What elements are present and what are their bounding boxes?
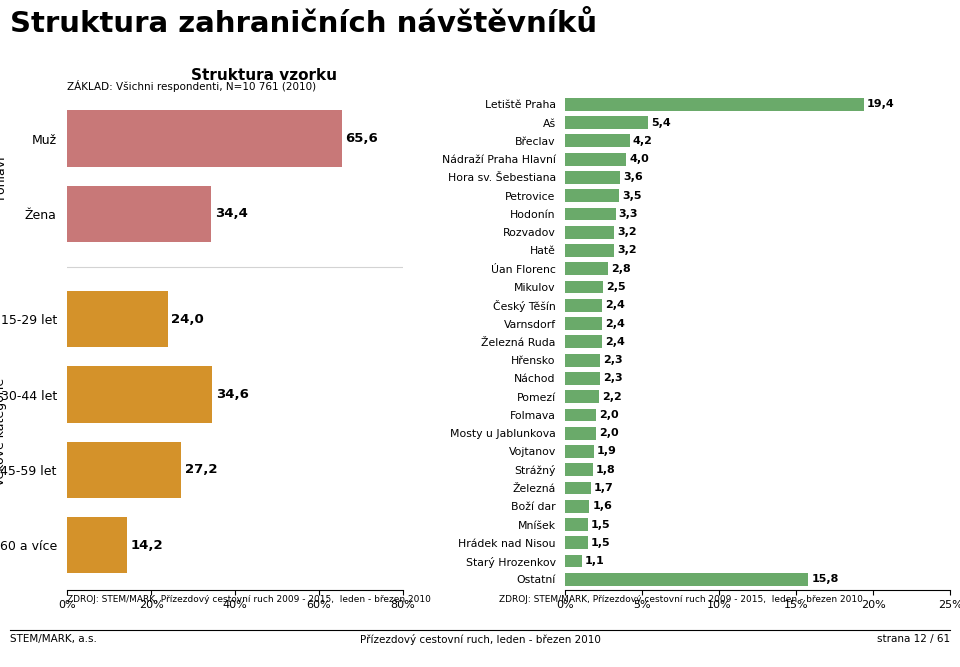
Bar: [564, 445, 594, 458]
Bar: [67, 366, 212, 423]
Bar: [564, 464, 592, 476]
Text: 4,0: 4,0: [630, 154, 649, 164]
Text: 1,7: 1,7: [594, 483, 613, 493]
Text: 1,8: 1,8: [595, 465, 615, 475]
Text: 3,2: 3,2: [617, 245, 636, 255]
Text: 34,4: 34,4: [215, 207, 248, 220]
Text: ZÁKLAD: Všichni respondenti, N=10 761 (2010): ZÁKLAD: Všichni respondenti, N=10 761 (2…: [67, 80, 317, 92]
Text: 2,0: 2,0: [599, 410, 618, 420]
Bar: [67, 517, 127, 574]
Text: 15,8: 15,8: [811, 574, 839, 584]
Bar: [564, 427, 595, 440]
Text: 3,2: 3,2: [617, 227, 636, 237]
Bar: [67, 442, 181, 498]
Text: Přízezdový cestovní ruch, leden - březen 2010: Přízezdový cestovní ruch, leden - březen…: [360, 634, 600, 644]
Text: 3,3: 3,3: [619, 209, 638, 219]
Bar: [67, 291, 168, 348]
Bar: [564, 408, 595, 422]
Bar: [564, 354, 600, 366]
Bar: [564, 500, 589, 513]
Text: ZDROJ: STEM/MARK, Přízezdový cestovní ruch 2009 - 2015,  leden - březen 2010: ZDROJ: STEM/MARK, Přízezdový cestovní ru…: [67, 595, 431, 604]
Bar: [564, 226, 614, 239]
Text: strana 12 / 61: strana 12 / 61: [877, 634, 950, 644]
Text: 1,5: 1,5: [591, 538, 611, 548]
Text: 1,9: 1,9: [597, 446, 617, 456]
Text: 27,2: 27,2: [184, 464, 217, 476]
Text: Pohlaví: Pohlaví: [0, 154, 7, 199]
Text: 4,2: 4,2: [633, 136, 653, 146]
Bar: [564, 372, 600, 385]
Bar: [564, 281, 603, 293]
Bar: [564, 555, 582, 568]
Bar: [564, 482, 591, 494]
Bar: [564, 390, 599, 403]
Text: 1,6: 1,6: [592, 502, 612, 512]
Text: 34,6: 34,6: [216, 388, 249, 401]
Text: 24,0: 24,0: [171, 313, 204, 325]
Bar: [564, 536, 588, 549]
Bar: [564, 189, 619, 202]
Text: 2,2: 2,2: [602, 392, 621, 402]
Text: 3,5: 3,5: [622, 191, 641, 201]
Bar: [564, 573, 808, 586]
Text: 1,1: 1,1: [585, 556, 605, 566]
Text: 65,6: 65,6: [346, 132, 378, 145]
Bar: [67, 110, 342, 167]
Text: Věkové kategorie: Věkové kategorie: [0, 378, 7, 486]
Bar: [564, 98, 864, 111]
Text: 2,3: 2,3: [603, 355, 623, 365]
Bar: [564, 244, 614, 257]
Text: 19,4: 19,4: [867, 99, 895, 109]
Text: 3,6: 3,6: [623, 172, 643, 182]
Bar: [564, 317, 602, 330]
Text: 2,0: 2,0: [599, 428, 618, 438]
Bar: [564, 153, 627, 165]
Text: Struktura zahraničních návštěvníků: Struktura zahraničních návštěvníků: [10, 10, 597, 38]
Text: 2,5: 2,5: [607, 282, 626, 292]
Bar: [67, 185, 211, 242]
Text: 2,4: 2,4: [605, 319, 625, 329]
Text: 5,4: 5,4: [651, 117, 671, 127]
Bar: [564, 336, 602, 348]
Bar: [564, 116, 648, 129]
Text: 14,2: 14,2: [130, 539, 162, 552]
Text: 2,4: 2,4: [605, 337, 625, 347]
Text: 2,3: 2,3: [603, 374, 623, 384]
Text: STEM/MARK, a.s.: STEM/MARK, a.s.: [10, 634, 96, 644]
Text: ZDROJ: STEM/MARK, Přízezdový cestovní ruch 2009 - 2015,  leden - březen 2010: ZDROJ: STEM/MARK, Přízezdový cestovní ru…: [499, 595, 863, 604]
Text: 1,5: 1,5: [591, 520, 611, 530]
Bar: [564, 262, 608, 275]
Text: 2,8: 2,8: [611, 263, 631, 273]
Bar: [564, 518, 588, 531]
Bar: [564, 207, 615, 220]
Text: Struktura vzorku: Struktura vzorku: [191, 69, 337, 83]
Text: 2,4: 2,4: [605, 300, 625, 310]
Bar: [564, 171, 620, 184]
Bar: [564, 299, 602, 311]
Bar: [564, 135, 630, 147]
